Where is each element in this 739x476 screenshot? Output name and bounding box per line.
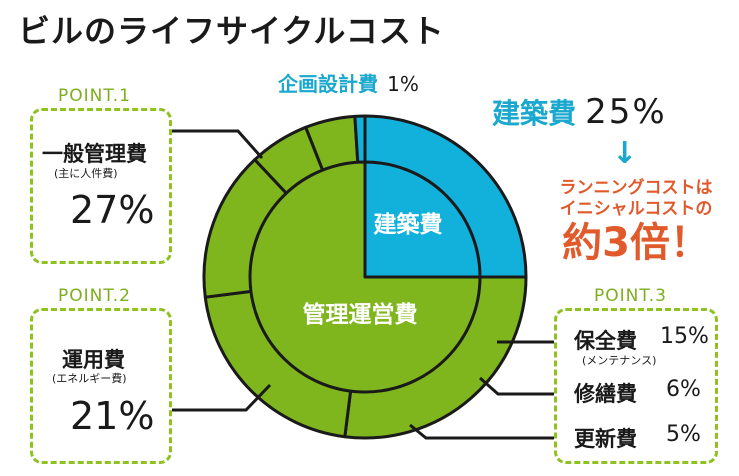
callout-line-2: イニシャルコストの [559, 199, 713, 219]
point1-tag: POINT.1 [58, 86, 131, 106]
construction-cost-label: 建築費 25% [492, 92, 667, 132]
point2-sub: (エネルギー費) [52, 372, 127, 385]
point1-box [30, 108, 172, 264]
callout-line-1: ランニングコストは [559, 178, 713, 198]
point2-pct: 21% [70, 394, 155, 438]
renewal-pct: 5% [666, 422, 701, 447]
maintenance-sub: (メンテナンス) [582, 354, 657, 367]
point2-tag: POINT.2 [58, 286, 131, 306]
inner-label-construction: 建築費 [374, 211, 443, 238]
point2-box [30, 308, 172, 464]
repair-pct: 6% [666, 377, 701, 402]
repair-name: 修繕費 [574, 382, 637, 406]
point2-name: 運用費 [62, 348, 125, 372]
construction-cost-pct: 25% [585, 92, 667, 132]
leader-line-repair [479, 376, 554, 396]
planning-cost-pct: 1% [387, 72, 419, 96]
inner-slice-1 [248, 160, 482, 394]
point1-pct: 27% [70, 188, 155, 232]
planning-cost-name: 企画設計費 [278, 72, 378, 96]
point3-tag: POINT.3 [594, 286, 667, 306]
inner-slice-0 [363, 160, 482, 279]
maintenance-pct: 15% [660, 324, 709, 349]
leader-line-operation [172, 383, 272, 412]
page-title: ビルのライフサイクルコスト [18, 12, 445, 50]
point3-box [554, 308, 718, 464]
planning-cost-label: 企画設計費 1% [278, 68, 419, 97]
maintenance-name: 保全費 [574, 329, 637, 353]
callout-line-3: 約3倍！ [562, 220, 710, 266]
running-cost-callout: ランニングコストは イニシャルコストの 約3倍！ [538, 178, 734, 266]
leader-line-renewal [409, 423, 554, 440]
construction-cost-name: 建築費 [492, 97, 577, 130]
arrow-down-icon: ↓ [612, 136, 638, 171]
point1-sub: (主に人件費) [54, 167, 118, 180]
inner-label-management: 管理運営費 [303, 301, 418, 328]
leader-line-general [172, 129, 264, 159]
renewal-name: 更新費 [574, 427, 637, 451]
point1-name: 一般管理費 [42, 142, 147, 166]
